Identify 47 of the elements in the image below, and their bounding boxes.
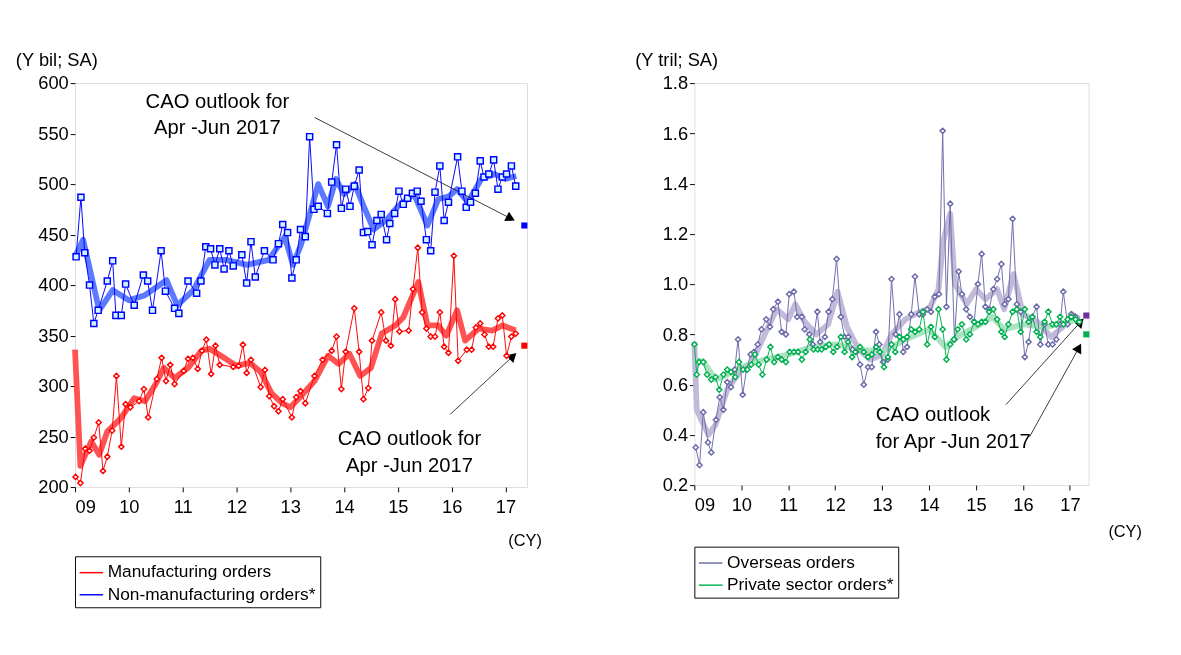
- x-tick-label: 09: [75, 495, 96, 517]
- y-tick-label: 500: [38, 173, 69, 195]
- x-tick-label: 16: [1013, 493, 1034, 515]
- x-tick-label: 11: [779, 493, 799, 515]
- y-tick-label: 0.6: [662, 373, 689, 395]
- x-tick-label: 15: [388, 495, 409, 517]
- y-tick-label: 1.6: [662, 122, 689, 144]
- legend-label: Non-manufacturing orders*: [107, 583, 316, 604]
- legend-label: Manufacturing orders: [107, 561, 272, 582]
- y-axis-title: (Y tril; SA): [635, 49, 719, 71]
- y-tick-label: 600: [38, 72, 69, 94]
- annotation: CAO outlook for Apr -Jun 2017: [337, 426, 482, 476]
- x-tick-label: 16: [442, 495, 463, 517]
- x-tick-label: 12: [226, 495, 248, 517]
- y-tick-label: 1.0: [662, 273, 689, 295]
- legend-label: Private sector orders*: [727, 573, 894, 594]
- y-axis-title: (Y bil; SA): [15, 49, 98, 71]
- x-tick-label: 13: [280, 495, 301, 517]
- legend-label: Overseas orders: [727, 551, 856, 572]
- y-tick-label: 1.4: [662, 172, 689, 194]
- y-tick-label: 0.4: [662, 424, 689, 446]
- annotation: CAO outlook for Apr -Jun 2017: [145, 89, 290, 139]
- y-tick-label: 550: [38, 122, 69, 144]
- x-axis-title: (CY): [1108, 521, 1142, 540]
- x-tick-label: 17: [1060, 493, 1081, 515]
- annotation: CAO outlook for Apr -Jun 2017: [875, 403, 1031, 453]
- x-tick-label: 09: [694, 493, 716, 515]
- x-tick-label: 10: [731, 493, 752, 515]
- y-tick-label: 200: [38, 476, 69, 498]
- y-tick-label: 1.8: [662, 72, 689, 94]
- x-tick-label: 10: [119, 495, 140, 517]
- x-axis-title: (CY): [508, 531, 542, 550]
- x-tick-label: 15: [966, 493, 987, 515]
- x-tick-label: 13: [872, 493, 893, 515]
- x-tick-label: 17: [495, 495, 517, 517]
- y-tick-label: 1.2: [662, 223, 689, 245]
- y-tick-label: 450: [38, 223, 69, 245]
- y-tick-label: 0.8: [662, 323, 689, 345]
- y-tick-label: 300: [38, 375, 69, 397]
- y-tick-label: 250: [38, 425, 69, 447]
- y-tick-label: 0.2: [662, 474, 689, 496]
- x-tick-label: 14: [334, 495, 355, 517]
- x-tick-label: 12: [825, 493, 846, 515]
- y-tick-label: 400: [38, 274, 69, 296]
- y-tick-label: 350: [38, 324, 69, 346]
- x-tick-label: 11: [173, 495, 193, 517]
- x-tick-label: 14: [919, 493, 940, 515]
